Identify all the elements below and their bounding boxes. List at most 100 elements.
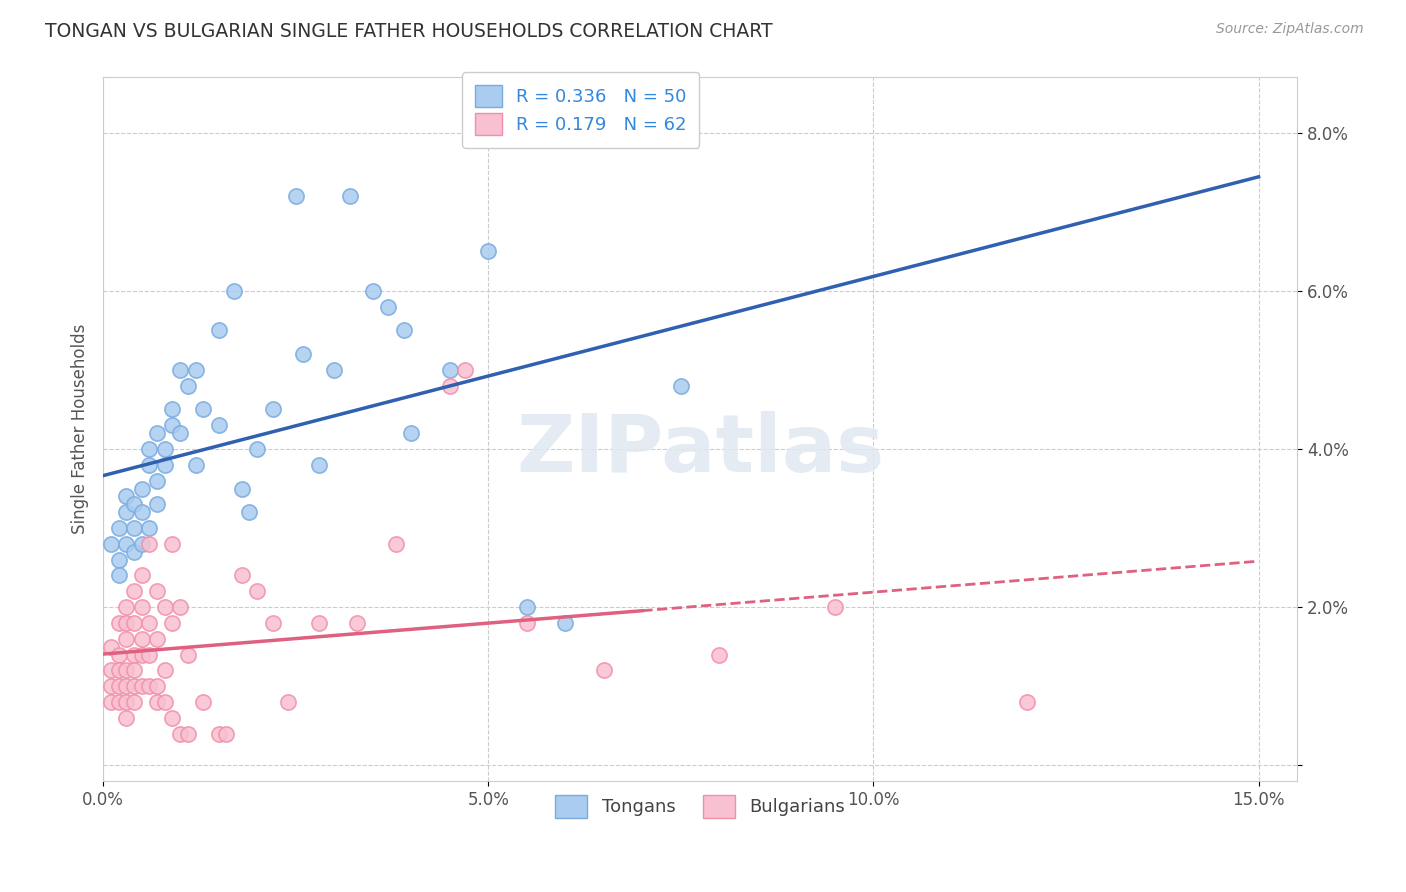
Point — [131, 505, 153, 519]
Text: Source: ZipAtlas.com: Source: ZipAtlas.com — [1216, 22, 1364, 37]
Point — [107, 615, 129, 630]
Point — [138, 679, 160, 693]
Point — [323, 363, 346, 377]
Point — [100, 679, 122, 693]
Point — [131, 600, 153, 615]
Point — [146, 584, 169, 599]
Point — [122, 648, 145, 662]
Point — [107, 521, 129, 535]
Point — [308, 615, 330, 630]
Point — [138, 615, 160, 630]
Point — [100, 537, 122, 551]
Point — [122, 615, 145, 630]
Point — [146, 679, 169, 693]
Point — [454, 363, 477, 377]
Point — [709, 648, 731, 662]
Point — [231, 568, 253, 582]
Point — [385, 537, 408, 551]
Point — [115, 505, 138, 519]
Point — [184, 363, 207, 377]
Point — [284, 189, 307, 203]
Point — [153, 663, 176, 677]
Point — [115, 615, 138, 630]
Point — [100, 663, 122, 677]
Point — [115, 537, 138, 551]
Point — [516, 615, 538, 630]
Point — [138, 648, 160, 662]
Point — [208, 418, 231, 433]
Point — [262, 402, 284, 417]
Point — [162, 418, 184, 433]
Point — [107, 663, 129, 677]
Point — [131, 537, 153, 551]
Point — [107, 679, 129, 693]
Point — [193, 402, 215, 417]
Y-axis label: Single Father Households: Single Father Households — [72, 324, 89, 534]
Point — [107, 648, 129, 662]
Point — [177, 648, 200, 662]
Point — [138, 442, 160, 456]
Point — [399, 426, 422, 441]
Point — [361, 284, 384, 298]
Point — [477, 244, 499, 259]
Point — [115, 679, 138, 693]
Point — [122, 584, 145, 599]
Point — [184, 458, 207, 472]
Point — [308, 458, 330, 472]
Point — [169, 600, 191, 615]
Point — [1017, 695, 1039, 709]
Point — [177, 726, 200, 740]
Point — [231, 482, 253, 496]
Point — [131, 679, 153, 693]
Point — [107, 552, 129, 566]
Point — [346, 615, 368, 630]
Point — [138, 458, 160, 472]
Point — [554, 615, 576, 630]
Point — [122, 545, 145, 559]
Point — [669, 378, 692, 392]
Point — [146, 497, 169, 511]
Point — [277, 695, 299, 709]
Point — [439, 378, 461, 392]
Point — [162, 537, 184, 551]
Point — [115, 711, 138, 725]
Point — [246, 584, 269, 599]
Point — [238, 505, 260, 519]
Point — [824, 600, 846, 615]
Point — [146, 474, 169, 488]
Text: ZIPatlas: ZIPatlas — [516, 411, 884, 490]
Point — [592, 663, 614, 677]
Point — [115, 663, 138, 677]
Point — [131, 568, 153, 582]
Point — [169, 426, 191, 441]
Point — [138, 537, 160, 551]
Point — [439, 363, 461, 377]
Point — [153, 442, 176, 456]
Point — [122, 521, 145, 535]
Point — [153, 600, 176, 615]
Point — [208, 726, 231, 740]
Point — [115, 600, 138, 615]
Point — [392, 323, 415, 337]
Point — [262, 615, 284, 630]
Point — [146, 632, 169, 646]
Point — [292, 347, 315, 361]
Point — [107, 568, 129, 582]
Point — [208, 323, 231, 337]
Point — [215, 726, 238, 740]
Point — [122, 679, 145, 693]
Point — [115, 695, 138, 709]
Point — [115, 490, 138, 504]
Point — [131, 482, 153, 496]
Point — [107, 695, 129, 709]
Point — [169, 726, 191, 740]
Point — [131, 648, 153, 662]
Point — [169, 363, 191, 377]
Point — [146, 695, 169, 709]
Point — [222, 284, 245, 298]
Point — [153, 458, 176, 472]
Point — [246, 442, 269, 456]
Point — [177, 378, 200, 392]
Point — [122, 695, 145, 709]
Text: TONGAN VS BULGARIAN SINGLE FATHER HOUSEHOLDS CORRELATION CHART: TONGAN VS BULGARIAN SINGLE FATHER HOUSEH… — [45, 22, 773, 41]
